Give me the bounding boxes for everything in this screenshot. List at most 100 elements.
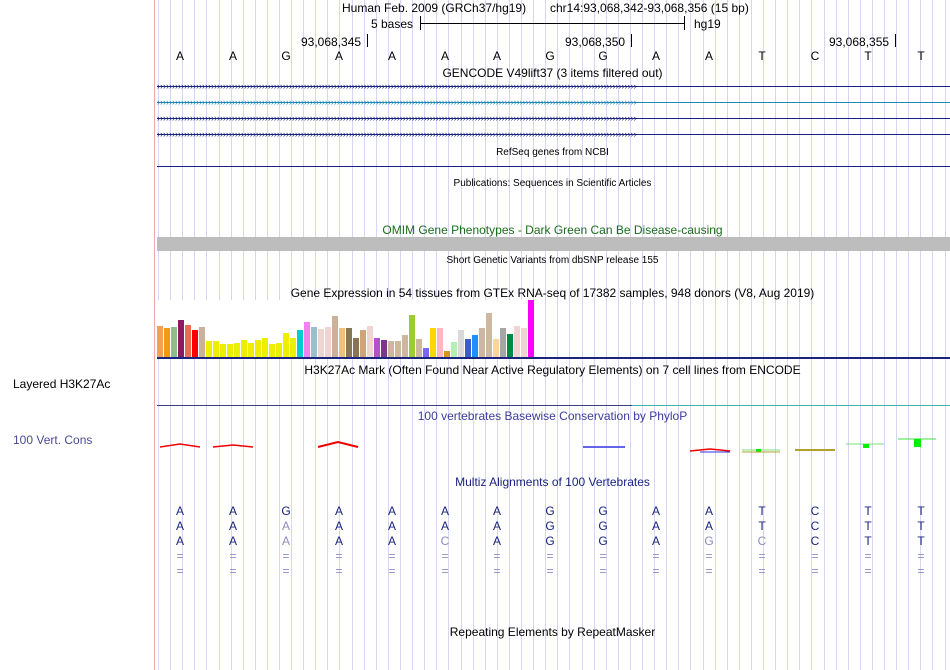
alignment-base: G <box>598 519 608 533</box>
gtex-chart[interactable] <box>157 300 537 357</box>
grid-line <box>811 0 812 670</box>
gencode-transcript[interactable] <box>157 134 950 135</box>
gtex-tissue-bar[interactable] <box>486 313 492 357</box>
gtex-tissue-bar[interactable] <box>178 320 184 357</box>
base-letter: T <box>917 49 925 63</box>
h3k27ac-title[interactable]: H3K27Ac Mark (Often Found Near Active Re… <box>304 363 801 377</box>
gtex-tissue-bar[interactable] <box>157 326 163 357</box>
gtex-tissue-bar[interactable] <box>367 326 373 357</box>
gencode-transcript[interactable] <box>157 86 950 87</box>
gtex-tissue-bar[interactable] <box>297 330 303 357</box>
omim-title[interactable]: OMIM Gene Phenotypes - Dark Green Can Be… <box>382 223 723 237</box>
gtex-tissue-bar[interactable] <box>409 315 415 357</box>
gtex-title[interactable]: Gene Expression in 54 tissues from GTEx … <box>290 286 815 300</box>
alignment-base: G <box>545 534 555 548</box>
gtex-tissue-bar[interactable] <box>423 348 429 357</box>
gtex-tissue-bar[interactable] <box>171 327 177 357</box>
gtex-tissue-bar[interactable] <box>220 344 226 357</box>
publications-title[interactable]: Publications: Sequences in Scientific Ar… <box>453 178 652 189</box>
gtex-tissue-bar[interactable] <box>353 338 359 357</box>
alignment-base: = <box>546 549 554 563</box>
gtex-tissue-bar[interactable] <box>451 342 457 357</box>
gtex-tissue-bar[interactable] <box>213 341 219 357</box>
label-divider[interactable] <box>154 0 155 670</box>
gtex-tissue-bar[interactable] <box>269 344 275 357</box>
alignment-base: A <box>334 519 343 533</box>
gtex-tissue-bar[interactable] <box>458 330 464 357</box>
grid-line <box>860 0 861 670</box>
h3k27ac-label[interactable]: Layered H3K27Ac <box>13 377 111 391</box>
gtex-tissue-bar[interactable] <box>241 340 247 357</box>
gtex-tissue-bar[interactable] <box>416 339 422 357</box>
gtex-tissue-bar[interactable] <box>507 334 513 357</box>
gtex-tissue-bar[interactable] <box>311 327 317 357</box>
conservation-plot[interactable] <box>155 430 950 460</box>
gtex-tissue-bar[interactable] <box>346 328 352 357</box>
gtex-tissue-bar[interactable] <box>479 328 485 357</box>
alignment-base: A <box>440 519 449 533</box>
alignment-base: = <box>811 549 819 563</box>
gtex-tissue-bar[interactable] <box>234 343 240 357</box>
alignment-base: A <box>175 534 184 548</box>
gencode-title[interactable]: GENCODE V49lift37 (3 items filtered out) <box>442 66 663 80</box>
gtex-tissue-bar[interactable] <box>290 338 296 357</box>
refseq-gene-line[interactable] <box>157 166 950 167</box>
gtex-tissue-bar[interactable] <box>374 338 380 357</box>
gtex-tissue-bar[interactable] <box>192 330 198 357</box>
alignment-base: G <box>545 504 555 518</box>
gtex-tissue-bar[interactable] <box>395 341 401 357</box>
ruler-tick-label: 93,068,345 <box>301 35 362 49</box>
gtex-tissue-bar[interactable] <box>444 351 450 357</box>
grid-line <box>799 0 800 670</box>
gtex-tissue-bar[interactable] <box>227 344 233 357</box>
gtex-tissue-bar[interactable] <box>304 322 310 357</box>
gtex-tissue-bar[interactable] <box>339 328 345 357</box>
gtex-tissue-bar[interactable] <box>465 339 471 357</box>
gtex-tissue-bar[interactable] <box>248 343 254 357</box>
conservation-label[interactable]: 100 Vert. Cons <box>13 433 93 447</box>
gtex-tissue-bar[interactable] <box>521 328 527 357</box>
cons-mark <box>317 440 359 448</box>
gtex-tissue-bar[interactable] <box>164 328 170 357</box>
gtex-tissue-bar[interactable] <box>276 343 282 357</box>
gtex-tissue-bar[interactable] <box>185 325 191 357</box>
gencode-transcript[interactable] <box>157 102 950 103</box>
gtex-tissue-bar[interactable] <box>206 341 212 357</box>
dbsnp-title[interactable]: Short Genetic Variants from dbSNP releas… <box>446 255 659 266</box>
gtex-tissue-bar[interactable] <box>430 328 436 357</box>
gtex-tissue-bar[interactable] <box>388 341 394 357</box>
repeatmasker-title[interactable]: Repeating Elements by RepeatMasker <box>449 625 656 639</box>
gtex-tissue-bar[interactable] <box>528 300 534 357</box>
gtex-tissue-bar[interactable] <box>199 327 205 357</box>
conservation-title[interactable]: 100 vertebrates Basewise Conservation by… <box>417 409 688 423</box>
alignment-base: T <box>917 504 925 518</box>
base-letter: A <box>175 49 184 63</box>
gtex-tissue-bar[interactable] <box>437 328 443 357</box>
gtex-tissue-bar[interactable] <box>402 335 408 357</box>
gtex-tissue-bar[interactable] <box>262 338 268 357</box>
gtex-tissue-bar[interactable] <box>493 339 499 357</box>
grid-line <box>630 0 631 670</box>
grid-line <box>642 0 643 670</box>
multiz-title[interactable]: Multiz Alignments of 100 Vertebrates <box>455 475 650 489</box>
gtex-tissue-bar[interactable] <box>332 316 338 357</box>
refseq-title[interactable]: RefSeq genes from NCBI <box>496 147 609 158</box>
grid-line <box>884 0 885 670</box>
gtex-tissue-bar[interactable] <box>360 330 366 357</box>
gtex-tissue-bar[interactable] <box>283 333 289 357</box>
alignment-base: = <box>652 549 660 563</box>
scale-bar <box>420 23 684 24</box>
omim-gene-bar[interactable] <box>157 237 950 251</box>
strand-arrows: ››››››››››››››››››››››››››››››››››››››››… <box>157 114 637 123</box>
gtex-tissue-bar[interactable] <box>325 327 331 357</box>
gencode-transcript[interactable] <box>157 118 950 119</box>
gtex-tissue-bar[interactable] <box>472 335 478 357</box>
gtex-tissue-bar[interactable] <box>514 326 520 357</box>
base-letter: A <box>228 49 237 63</box>
gtex-tissue-bar[interactable] <box>500 328 506 357</box>
alignment-base: G <box>598 534 608 548</box>
gtex-tissue-bar[interactable] <box>255 340 261 357</box>
cons-mark <box>914 439 921 447</box>
gtex-tissue-bar[interactable] <box>381 340 387 357</box>
gtex-tissue-bar[interactable] <box>318 329 324 357</box>
